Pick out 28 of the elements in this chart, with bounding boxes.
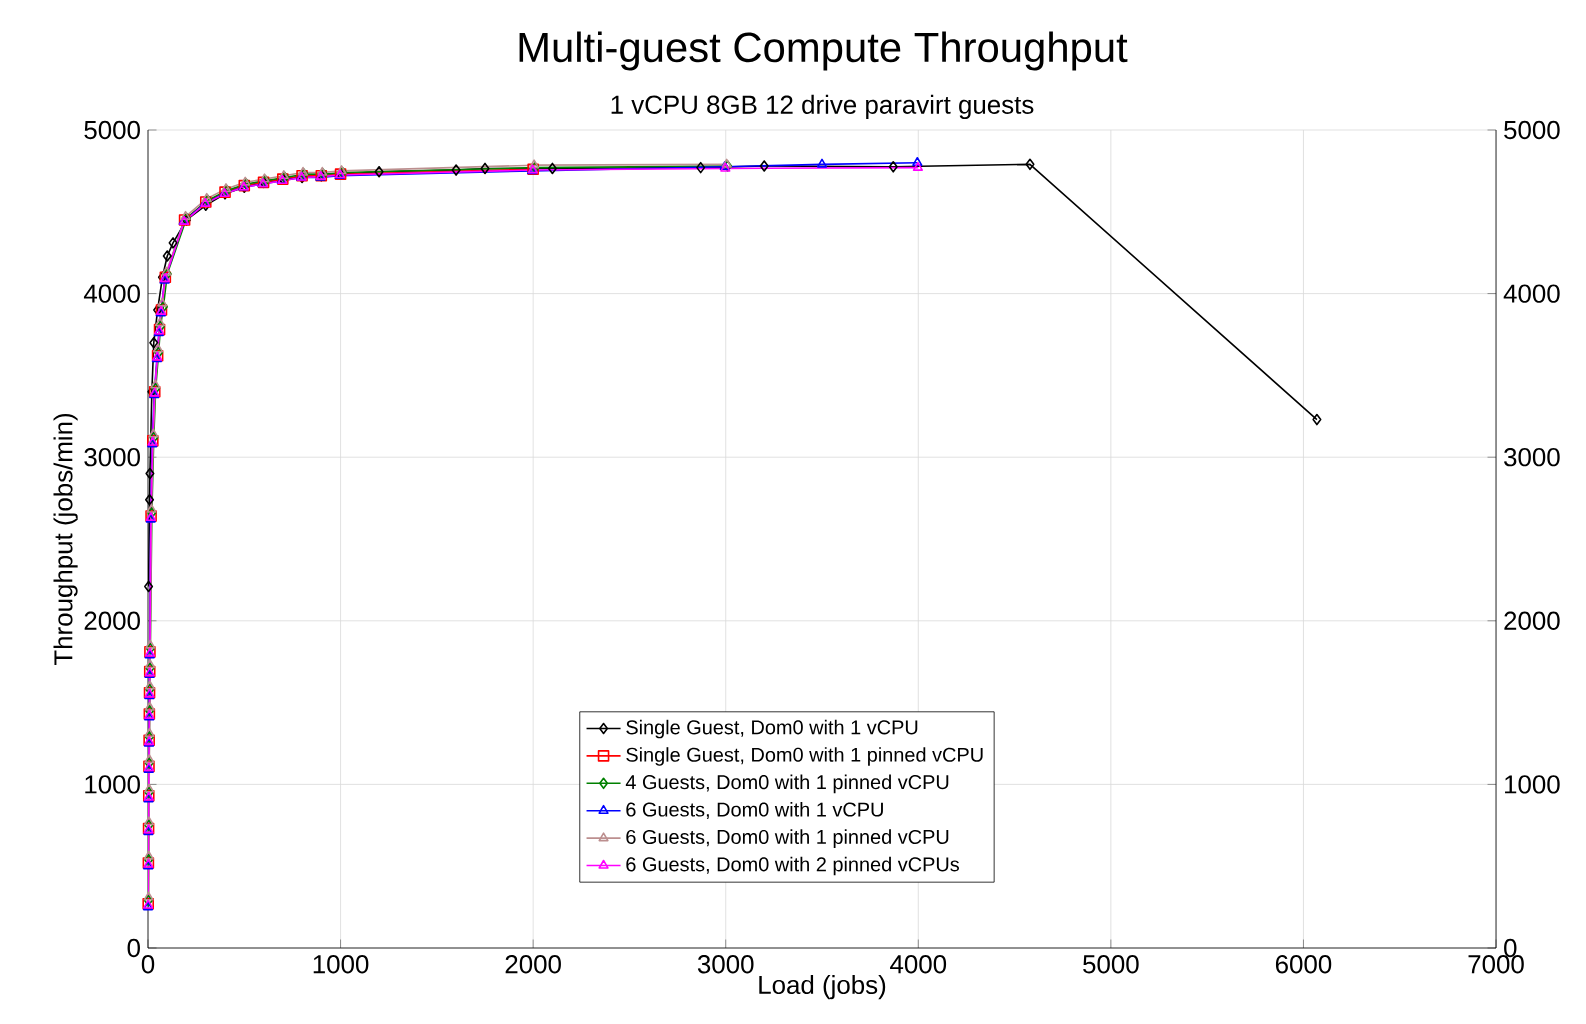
x-axis-title: Load (jobs) <box>759 975 886 1000</box>
x-tick-label: 2000 <box>505 955 561 974</box>
chart-title: Multi-guest Compute Throughput <box>519 31 1128 71</box>
legend-label: 6 Guests, Dom0 with 2 pinned vCPUs <box>626 856 960 876</box>
legend-label: Single Guest, Dom0 with 1 pinned vCPU <box>626 747 983 766</box>
x-tick-label: 6000 <box>1275 955 1332 974</box>
chart-subtitle: 1 vCPU 8GB 12 drive paravirt guests <box>611 94 1034 119</box>
y2-tick-label: 4000 <box>1503 284 1560 303</box>
x-tick-label: 4000 <box>890 955 947 974</box>
legend-label: 4 Guests, Dom0 with 1 pinned vCPU <box>625 774 949 794</box>
x-tick-label: 5000 <box>1083 955 1139 974</box>
legend-label: Single Guest, Dom0 with 1 vCPU <box>626 719 918 739</box>
x-tick-label: 0 <box>141 955 155 974</box>
y-tick-label: 1000 <box>85 775 140 794</box>
x-tick-label: 3000 <box>697 955 754 974</box>
legend-label: 6 Guests, Dom0 with 1 pinned vCPU <box>626 829 949 848</box>
y-tick-label: 3000 <box>84 448 140 467</box>
legend-label: 6 Guests, Dom0 with 1 vCPU <box>626 801 883 819</box>
x-tick-label: 1000 <box>313 955 369 974</box>
y-tick-label: 0 <box>127 938 140 958</box>
y2-tick-label: 5000 <box>1504 120 1560 140</box>
y2-tick-label: 3000 <box>1504 448 1560 467</box>
y-tick-label: 4000 <box>83 284 140 303</box>
y-tick-label: 2000 <box>84 611 140 630</box>
y-axis-title: Throughput (jobs/min) <box>53 413 78 666</box>
y2-tick-label: 1000 <box>1505 775 1560 794</box>
y-tick-label: 5000 <box>84 120 140 140</box>
y2-tick-label: 2000 <box>1504 611 1560 630</box>
